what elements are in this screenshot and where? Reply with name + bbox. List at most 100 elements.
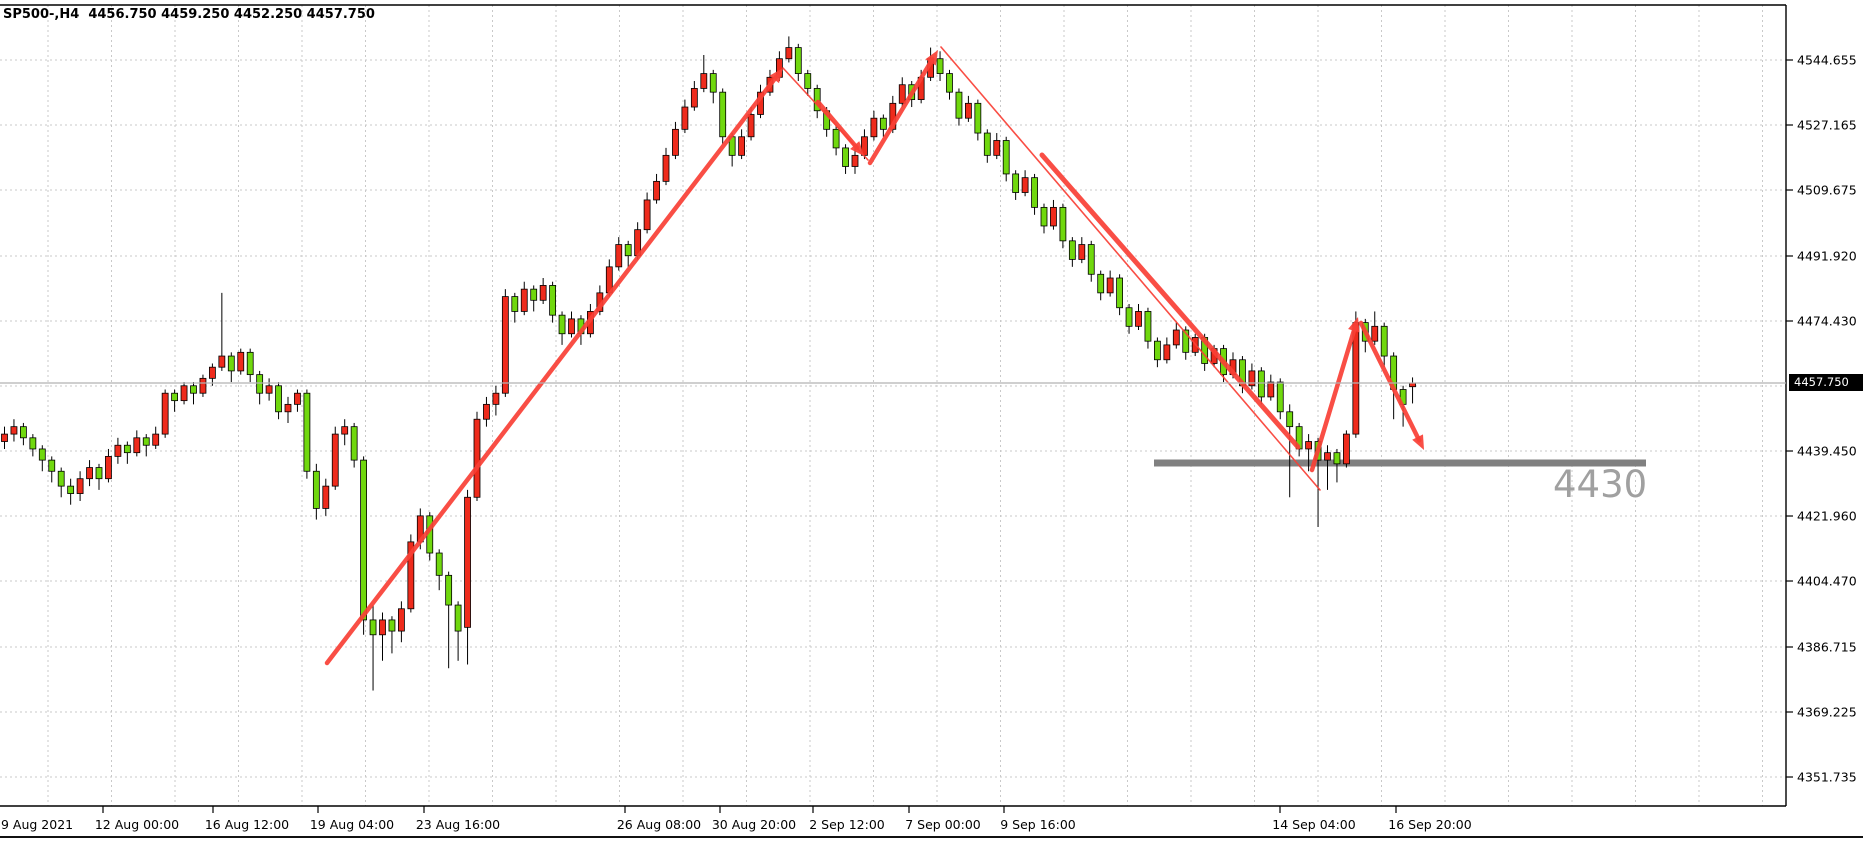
candle (1343, 430, 1350, 468)
candle (643, 192, 651, 234)
time-axis-label: 16 Aug 12:00 (205, 817, 289, 832)
candle (1409, 377, 1416, 404)
time-axis-label: 30 Aug 20:00 (712, 817, 796, 832)
candle (785, 36, 793, 63)
candle (19, 422, 27, 446)
candle (615, 237, 623, 271)
candle (57, 467, 65, 498)
candle (955, 88, 963, 126)
candle (1380, 322, 1388, 368)
current-price-tag: 4457.750 (1789, 374, 1863, 392)
candle (1021, 170, 1029, 197)
candle (265, 378, 273, 401)
candle (275, 382, 282, 420)
candle (86, 460, 93, 487)
time-axis-label: 16 Sep 20:00 (1388, 817, 1471, 832)
candle (1125, 304, 1133, 334)
candle (1012, 170, 1020, 200)
candle (312, 463, 320, 520)
candle (662, 147, 670, 186)
candle (114, 437, 122, 464)
candle (303, 389, 311, 479)
candle (1333, 448, 1341, 483)
candle (133, 430, 141, 457)
candle (208, 363, 216, 386)
candle (558, 311, 566, 345)
candle (511, 292, 519, 323)
support-price-label[interactable]: 4430 (1553, 463, 1648, 506)
candle (341, 419, 349, 446)
candle (690, 81, 698, 111)
candle (38, 445, 46, 472)
candle (832, 125, 840, 156)
candle (218, 292, 226, 371)
candle (1154, 337, 1161, 368)
candle (1305, 434, 1312, 472)
candle (568, 311, 575, 338)
candle (993, 133, 1001, 160)
candle (426, 512, 434, 561)
candle (1059, 203, 1067, 249)
price-axis-label: 4544.655 (1797, 53, 1857, 68)
candle (360, 456, 368, 635)
chart-title-ohlc: SP500-,H4 4456.750 4459.250 4452.250 445… (3, 7, 375, 22)
support-line-4430[interactable] (1154, 459, 1646, 467)
decline-arrow-1[interactable] (815, 99, 864, 156)
candle (454, 601, 462, 661)
decline-line-2[interactable] (940, 46, 1321, 491)
rally-arrow-1[interactable] (324, 68, 783, 666)
candle (379, 612, 386, 661)
candle (322, 478, 330, 516)
candle (501, 289, 509, 397)
time-axis[interactable]: 9 Aug 2021 12 Aug 00:00 16 Aug 12:00 19 Aug… (1, 806, 1472, 832)
bounce-arrow-up[interactable] (1309, 317, 1360, 473)
candle (1286, 404, 1294, 498)
bounce-arrow-down[interactable] (1358, 320, 1424, 450)
candle (549, 281, 556, 323)
candle (1371, 311, 1379, 345)
candle (794, 43, 802, 82)
price-axis-label: 4439.450 (1797, 444, 1857, 459)
candle (294, 389, 301, 412)
candle (709, 69, 717, 104)
candle (1163, 337, 1171, 364)
candle (624, 240, 632, 267)
chart-frame (0, 4, 1787, 807)
price-axis[interactable]: 4544.655 4527.165 4509.675 4491.920 4474.430… (1786, 53, 1857, 785)
candle (1276, 378, 1284, 420)
trend-arrows[interactable] (324, 46, 1424, 666)
candle (473, 411, 481, 501)
candle (350, 422, 358, 468)
candle (246, 348, 254, 383)
price-axis-label: 4491.920 (1797, 248, 1857, 263)
time-axis-label: 19 Aug 04:00 (310, 817, 394, 832)
candle (965, 95, 972, 122)
time-axis-label: 7 Sep 00:00 (905, 817, 981, 832)
price-axis-label: 4351.735 (1797, 770, 1857, 785)
candle (67, 478, 75, 505)
candle (520, 281, 528, 316)
candle (539, 277, 547, 305)
decline-trend-thick[interactable] (1039, 152, 1301, 450)
time-axis-label: 9 Aug 2021 (1, 817, 73, 832)
time-axis-label: 9 Sep 16:00 (1000, 817, 1076, 832)
candle (1324, 445, 1331, 490)
candle (397, 601, 405, 643)
candle (1031, 173, 1038, 215)
candle (483, 396, 490, 427)
candle (180, 382, 188, 405)
candle (1087, 240, 1095, 282)
candle (1097, 270, 1105, 301)
time-axis-label: 26 Aug 08:00 (617, 817, 701, 832)
candle (1068, 237, 1076, 267)
candle (1040, 203, 1048, 234)
time-axis-label: 12 Aug 00:00 (95, 817, 179, 832)
candle (492, 385, 500, 416)
rally-arrow-2[interactable] (867, 50, 938, 166)
candle (870, 110, 878, 141)
candles-series (1, 36, 1416, 691)
candle (842, 144, 849, 174)
candle (190, 382, 197, 405)
